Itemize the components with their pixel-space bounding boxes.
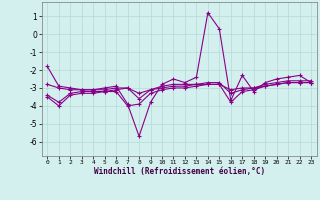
X-axis label: Windchill (Refroidissement éolien,°C): Windchill (Refroidissement éolien,°C) (94, 167, 265, 176)
